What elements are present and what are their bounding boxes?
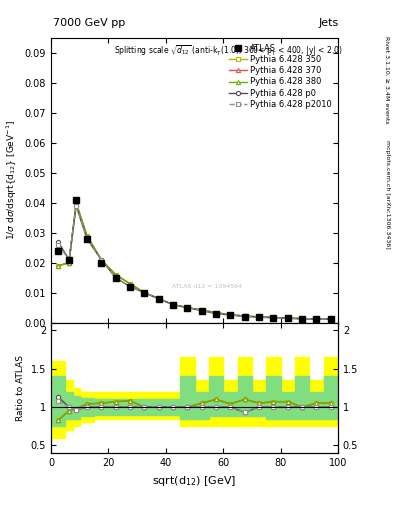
Text: 7000 GeV pp: 7000 GeV pp [53, 18, 125, 28]
Text: ATLAS d12 = 1094564: ATLAS d12 = 1094564 [172, 285, 242, 289]
Text: Jets: Jets [318, 18, 339, 28]
Y-axis label: 1/$\sigma$ d$\sigma$/dsqrt{d$_{12}$} [GeV$^{-1}$]: 1/$\sigma$ d$\sigma$/dsqrt{d$_{12}$} [Ge… [5, 120, 19, 241]
X-axis label: sqrt(d$_{12}$) [GeV]: sqrt(d$_{12}$) [GeV] [152, 474, 237, 487]
Text: mcplots.cern.ch [arXiv:1306.3436]: mcplots.cern.ch [arXiv:1306.3436] [385, 140, 389, 249]
Y-axis label: Ratio to ATLAS: Ratio to ATLAS [16, 355, 25, 421]
Text: Rivet 3.1.10, ≥ 3.4M events: Rivet 3.1.10, ≥ 3.4M events [385, 35, 389, 123]
Legend: ATLAS, Pythia 6.428 350, Pythia 6.428 370, Pythia 6.428 380, Pythia 6.428 p0, Py: ATLAS, Pythia 6.428 350, Pythia 6.428 37… [227, 42, 334, 110]
Text: Splitting scale $\sqrt{d_{12}}$ (anti-k$_T$(1.0), 300< p$_T$ < 400, |y| < 2.0): Splitting scale $\sqrt{d_{12}}$ (anti-k$… [114, 42, 343, 58]
